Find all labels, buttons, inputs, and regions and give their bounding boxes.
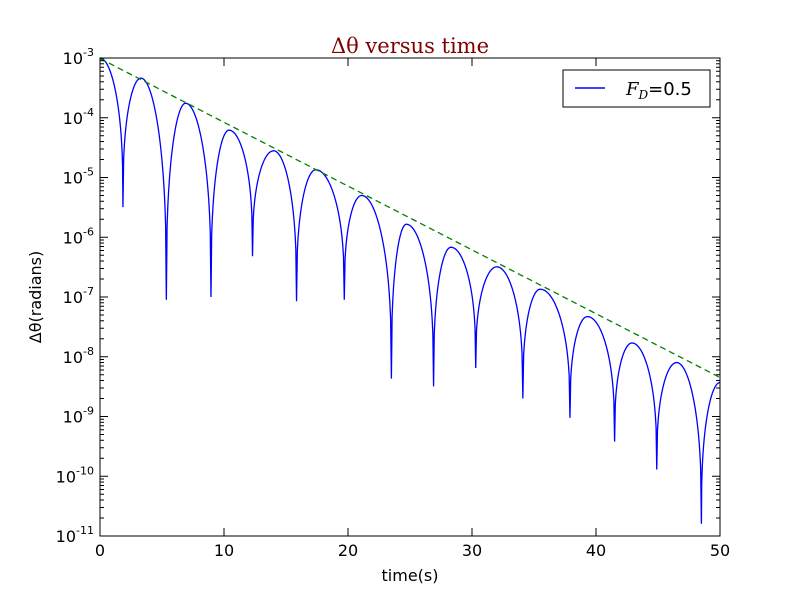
legend: FD=0.5	[562, 69, 711, 108]
x-tick-label: 50	[710, 541, 730, 560]
x-tick-label: 0	[95, 541, 105, 560]
envelope-dashed-line	[99, 57, 721, 379]
y-tick-label: 10-5	[63, 166, 94, 188]
chart-title: Δθ versus time	[331, 34, 489, 58]
y-tick-label: 10-9	[63, 405, 94, 427]
y-axis-label: Δθ(radians)	[26, 251, 45, 343]
x-axis-ticks: 0 10 20 30 40 50	[95, 58, 730, 560]
y-tick-label: 10-8	[63, 345, 94, 367]
plot-area	[100, 58, 720, 536]
x-tick-label: 10	[214, 541, 234, 560]
legend-entry-label: FD=0.5	[625, 79, 692, 102]
x-tick-label: 30	[462, 541, 482, 560]
x-tick-label: 20	[338, 541, 358, 560]
y-tick-label: 10-7	[63, 285, 94, 307]
y-tick-label: 10-6	[63, 225, 94, 247]
y-tick-label: 10-3	[63, 46, 94, 68]
series-line-fd	[99, 57, 721, 524]
y-axis-ticks: 10-3 10-4 10-5 10-6 10-7 10-8 10-9 10-10 10-11	[56, 46, 720, 546]
x-tick-label: 40	[586, 541, 606, 560]
x-axis-label: time(s)	[382, 566, 439, 585]
y-tick-label: 10-10	[56, 464, 94, 486]
series-layer	[99, 57, 721, 524]
y-tick-label: 10-4	[63, 106, 94, 128]
y-tick-label: 10-11	[56, 524, 94, 546]
